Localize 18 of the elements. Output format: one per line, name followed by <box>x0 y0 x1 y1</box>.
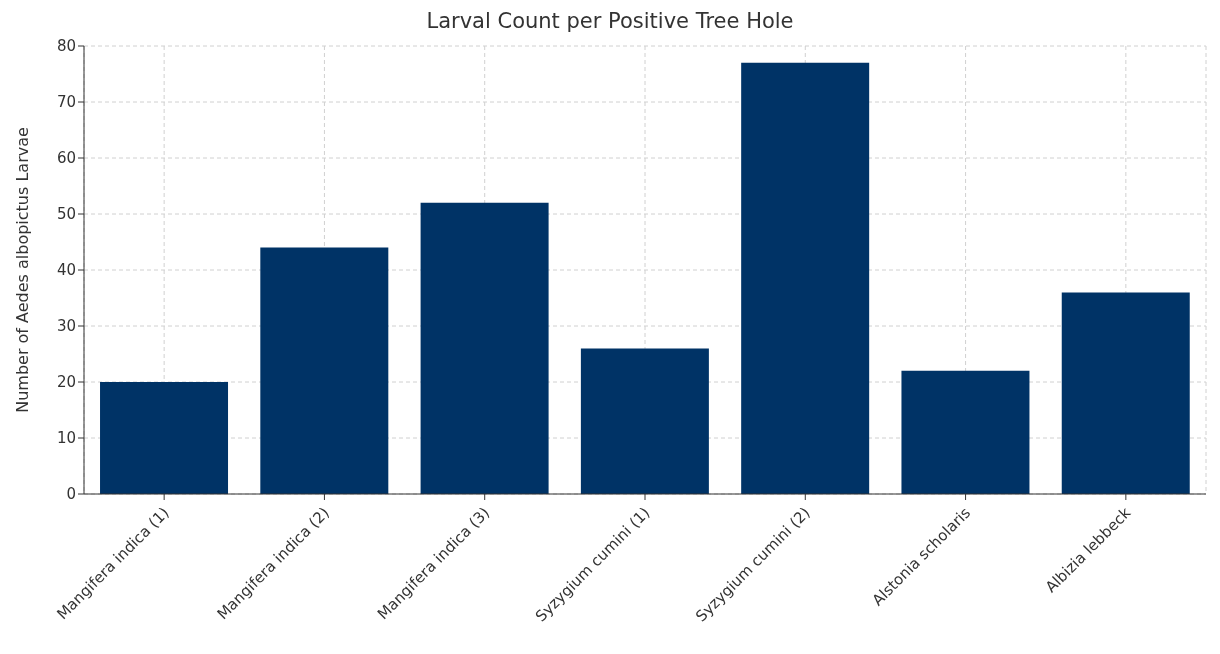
bar <box>901 370 1030 494</box>
y-tick-label: 10 <box>56 429 76 448</box>
y-tick-label: 0 <box>66 485 76 504</box>
y-axis-title: Number of Aedes albopictus Larvae <box>12 127 32 413</box>
y-tick-label: 70 <box>56 93 76 112</box>
bar <box>741 62 870 494</box>
y-tick-label: 20 <box>56 373 76 392</box>
y-tick-label: 60 <box>56 149 76 168</box>
bar <box>420 202 549 494</box>
y-tick-label: 30 <box>56 317 76 336</box>
bar <box>260 247 389 494</box>
bar <box>1061 292 1190 494</box>
bar <box>580 348 709 494</box>
y-tick-label: 50 <box>56 205 76 224</box>
chart-title: Larval Count per Positive Tree Hole <box>425 8 795 34</box>
bar <box>100 382 229 494</box>
y-tick-label: 40 <box>56 261 76 280</box>
y-tick-label: 80 <box>56 37 76 56</box>
